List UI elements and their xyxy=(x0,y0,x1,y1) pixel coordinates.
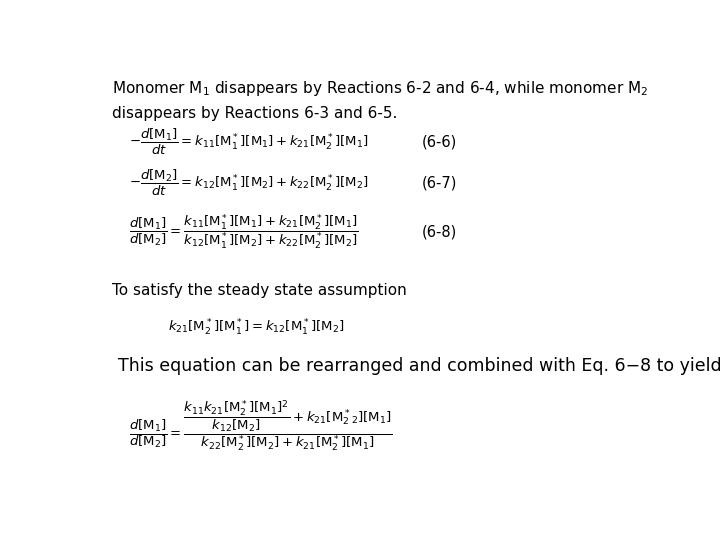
Text: disappears by Reactions 6-3 and 6-5.: disappears by Reactions 6-3 and 6-5. xyxy=(112,106,397,122)
Text: (6-7): (6-7) xyxy=(422,176,457,191)
Text: $-\dfrac{d[\mathrm{M_1}]}{dt} = k_{11}[\mathrm{M_1^*}][\mathrm{M_1}] + k_{21}[\m: $-\dfrac{d[\mathrm{M_1}]}{dt} = k_{11}[\… xyxy=(129,126,369,157)
Text: $\dfrac{d[\mathrm{M_1}]}{d[\mathrm{M_2}]} = \dfrac{k_{11}[\mathrm{M_1^*}][\mathr: $\dfrac{d[\mathrm{M_1}]}{d[\mathrm{M_2}]… xyxy=(129,212,359,252)
Text: (6-8): (6-8) xyxy=(422,225,457,239)
Text: (6-6): (6-6) xyxy=(422,134,457,149)
Text: This equation can be rearranged and combined with Eq. 6−8 to yield: This equation can be rearranged and comb… xyxy=(118,357,720,375)
Text: Monomer M$_1$ disappears by Reactions 6-2 and 6-4, while monomer M$_2$: Monomer M$_1$ disappears by Reactions 6-… xyxy=(112,79,649,98)
Text: $k_{21}[\mathrm{M_2^*}][\mathrm{M_1^*}] = k_{12}[\mathrm{M_1^*}][\mathrm{M_2}]$: $k_{21}[\mathrm{M_2^*}][\mathrm{M_1^*}] … xyxy=(168,318,345,338)
Text: $-\dfrac{d[\mathrm{M_2}]}{dt} = k_{12}[\mathrm{M_1^*}][\mathrm{M_2}] + k_{22}[\m: $-\dfrac{d[\mathrm{M_2}]}{dt} = k_{12}[\… xyxy=(129,168,369,198)
Text: $\dfrac{d[\mathrm{M_1}]}{d[\mathrm{M_2}]} = \dfrac{\dfrac{k_{11}k_{21}[\mathrm{M: $\dfrac{d[\mathrm{M_1}]}{d[\mathrm{M_2}]… xyxy=(129,399,393,454)
Text: To satisfy the steady state assumption: To satisfy the steady state assumption xyxy=(112,282,407,298)
